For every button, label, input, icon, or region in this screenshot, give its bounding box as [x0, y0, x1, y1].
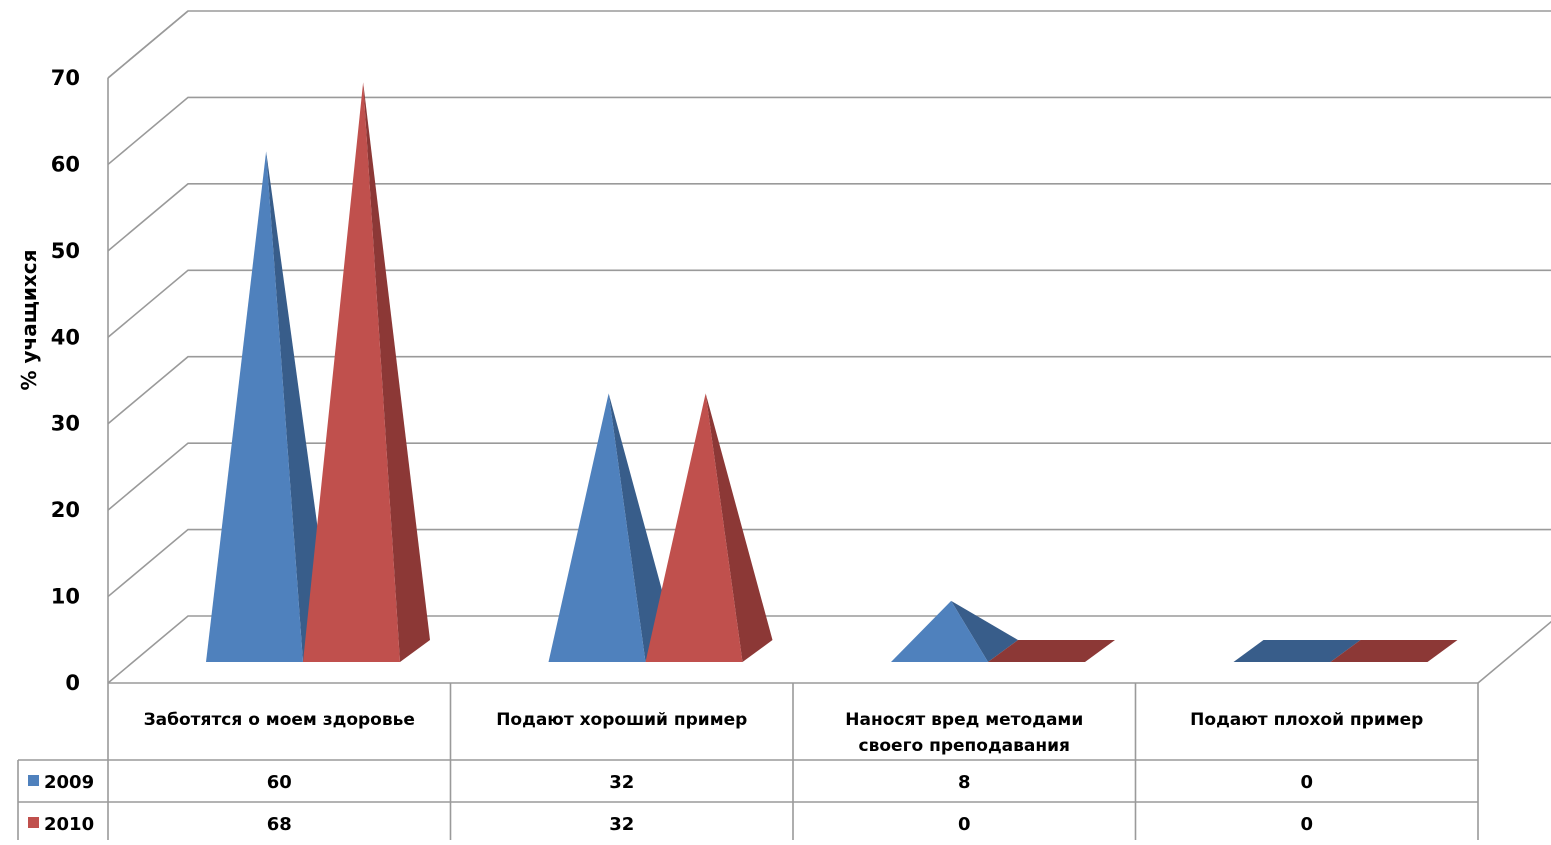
y-tick-labels: 0 10 20 30 40 50 60 70 — [51, 66, 80, 695]
gridline — [107, 528, 1551, 598]
bar-front-face — [891, 600, 988, 662]
data-table-cell: 60 — [267, 772, 292, 793]
bar-front-face — [645, 393, 743, 662]
data-table-cell: 32 — [609, 814, 634, 835]
data-table-cell: 68 — [267, 814, 292, 835]
bar-2009-2 — [891, 600, 1018, 662]
data-table-cell: 0 — [1300, 814, 1313, 835]
bar-flat-base — [1330, 640, 1458, 662]
legend-key-2010 — [28, 817, 39, 828]
gridline — [107, 10, 1551, 79]
bar-front-face — [206, 151, 303, 662]
category-label: Подают хороший пример — [496, 710, 747, 730]
y-tick-label: 10 — [51, 585, 80, 609]
data-table-cell: 0 — [1300, 772, 1313, 793]
category-label: Наносят вред методами своего преподавания — [845, 710, 1083, 756]
y-tick-label: 60 — [51, 152, 80, 176]
y-tick-label: 0 — [65, 671, 80, 695]
y-axis-label: % учащихся — [17, 249, 41, 391]
category-label: Подают плохой пример — [1190, 710, 1423, 730]
legend-label: 2009 — [44, 772, 94, 793]
bar-side-face — [705, 393, 773, 662]
gridline — [107, 96, 1551, 166]
data-table-cell: 8 — [958, 772, 971, 793]
bar-front-face — [548, 393, 646, 662]
bar-2010-2 — [988, 640, 1115, 662]
bar-flat-base — [988, 640, 1115, 662]
legend-key-2009 — [28, 775, 39, 786]
y-tick-label: 50 — [51, 239, 80, 263]
bar-2009-1 — [548, 393, 676, 662]
gridline — [107, 615, 1551, 684]
bar-side-face — [608, 393, 676, 662]
bar-flat-base — [1233, 640, 1361, 662]
gridline — [107, 183, 1551, 252]
y-tick-label: 20 — [51, 498, 80, 522]
y-tick-label: 40 — [51, 325, 80, 349]
chart-bars — [206, 82, 1458, 663]
bar-side-face — [363, 82, 430, 663]
bar-side-face — [951, 600, 1018, 662]
bar-front-face — [303, 82, 400, 663]
legend-label: 2010 — [44, 814, 94, 835]
data-table-cell: 32 — [609, 772, 634, 793]
data-table: Заботятся о моем здоровье Подают хороший … — [17, 683, 1479, 845]
bar-2010-3 — [1330, 640, 1458, 662]
bar-2010-1 — [645, 393, 773, 662]
bar-2009-3 — [1233, 640, 1361, 662]
gridline — [107, 442, 1551, 511]
floor-right-edge — [1477, 620, 1551, 684]
gridline — [107, 355, 1551, 425]
category-label: Заботятся о моем здоровье — [144, 710, 415, 730]
gridline — [107, 269, 1551, 338]
y-tick-label: 30 — [51, 412, 80, 436]
chart-gridlines — [107, 10, 1551, 684]
bar-2010-0 — [303, 82, 430, 663]
data-table-cell: 0 — [958, 814, 971, 835]
y-tick-label: 70 — [51, 66, 80, 90]
